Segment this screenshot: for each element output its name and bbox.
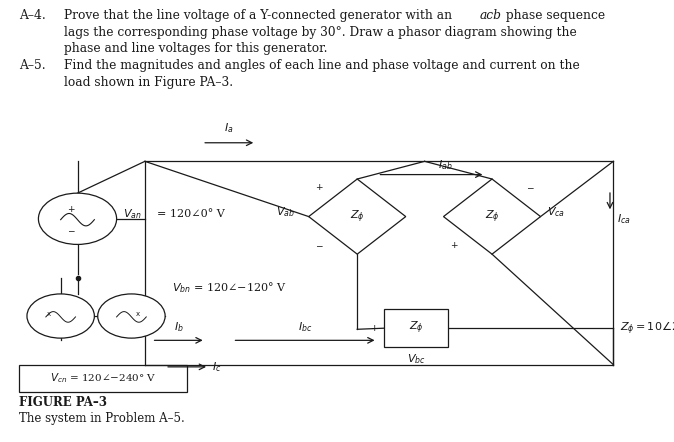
Text: +: + [450,241,458,250]
Text: load shown in Figure PA–3.: load shown in Figure PA–3. [64,76,233,89]
Text: +: + [370,324,377,333]
Text: $I_{bc}$: $I_{bc}$ [298,320,312,334]
Text: $I_b$: $I_b$ [174,320,183,334]
Text: $I_c$: $I_c$ [212,360,222,374]
Text: −: − [67,227,75,236]
Text: = 120∠0° V: = 120∠0° V [157,210,225,219]
Text: phase sequence: phase sequence [502,9,605,22]
Text: $V_{bn}$ = 120∠−120° V: $V_{bn}$ = 120∠−120° V [172,280,286,295]
Text: acb: acb [480,9,502,22]
Text: $I_{ca}$: $I_{ca}$ [617,212,630,226]
Text: $V_{ca}$: $V_{ca}$ [547,205,565,219]
Text: $Z_\phi$: $Z_\phi$ [350,208,365,225]
Text: $V_{bc}$: $V_{bc}$ [407,352,425,366]
Text: $V_{ab}$: $V_{ab}$ [276,205,295,219]
Text: $Z_\phi$: $Z_\phi$ [409,320,423,336]
Text: x: x [136,311,140,317]
Text: $Z_\phi$: $Z_\phi$ [485,208,499,225]
Text: +: + [67,205,75,213]
Text: +: + [315,183,323,192]
Polygon shape [309,179,406,254]
Bar [19,365,187,392]
Text: The system in Problem A–5.: The system in Problem A–5. [19,412,185,425]
Text: −: − [526,183,534,192]
Text: Find the magnitudes and angles of each line and phase voltage and current on the: Find the magnitudes and angles of each l… [64,59,580,72]
Circle shape [98,294,165,338]
Text: A–5.: A–5. [19,59,46,72]
Polygon shape [443,179,541,254]
Text: Prove that the line voltage of a Y-connected generator with an: Prove that the line voltage of a Y-conne… [64,9,456,22]
Text: $V_{an}$: $V_{an}$ [123,207,142,221]
Text: −: − [315,241,323,250]
Circle shape [38,193,117,244]
Text: lags the corresponding phase voltage by 30°. Draw a phasor diagram showing the: lags the corresponding phase voltage by … [64,26,577,38]
Circle shape [27,294,94,338]
Text: phase and line voltages for this generator.: phase and line voltages for this generat… [64,42,328,55]
Text: A–4.: A–4. [19,9,46,22]
Text: x: x [47,311,51,317]
Text: $I_a$: $I_a$ [224,121,234,135]
Text: $Z_\phi = 10\angle20°\Omega$: $Z_\phi = 10\angle20°\Omega$ [620,320,674,337]
Bar [384,309,448,347]
Text: $I_{ab}$: $I_{ab}$ [438,159,453,172]
Text: FIGURE PA–3: FIGURE PA–3 [19,396,107,408]
Text: $V_{cn}$ = 120∠−240° V: $V_{cn}$ = 120∠−240° V [50,372,156,385]
Text: −: − [454,324,461,333]
